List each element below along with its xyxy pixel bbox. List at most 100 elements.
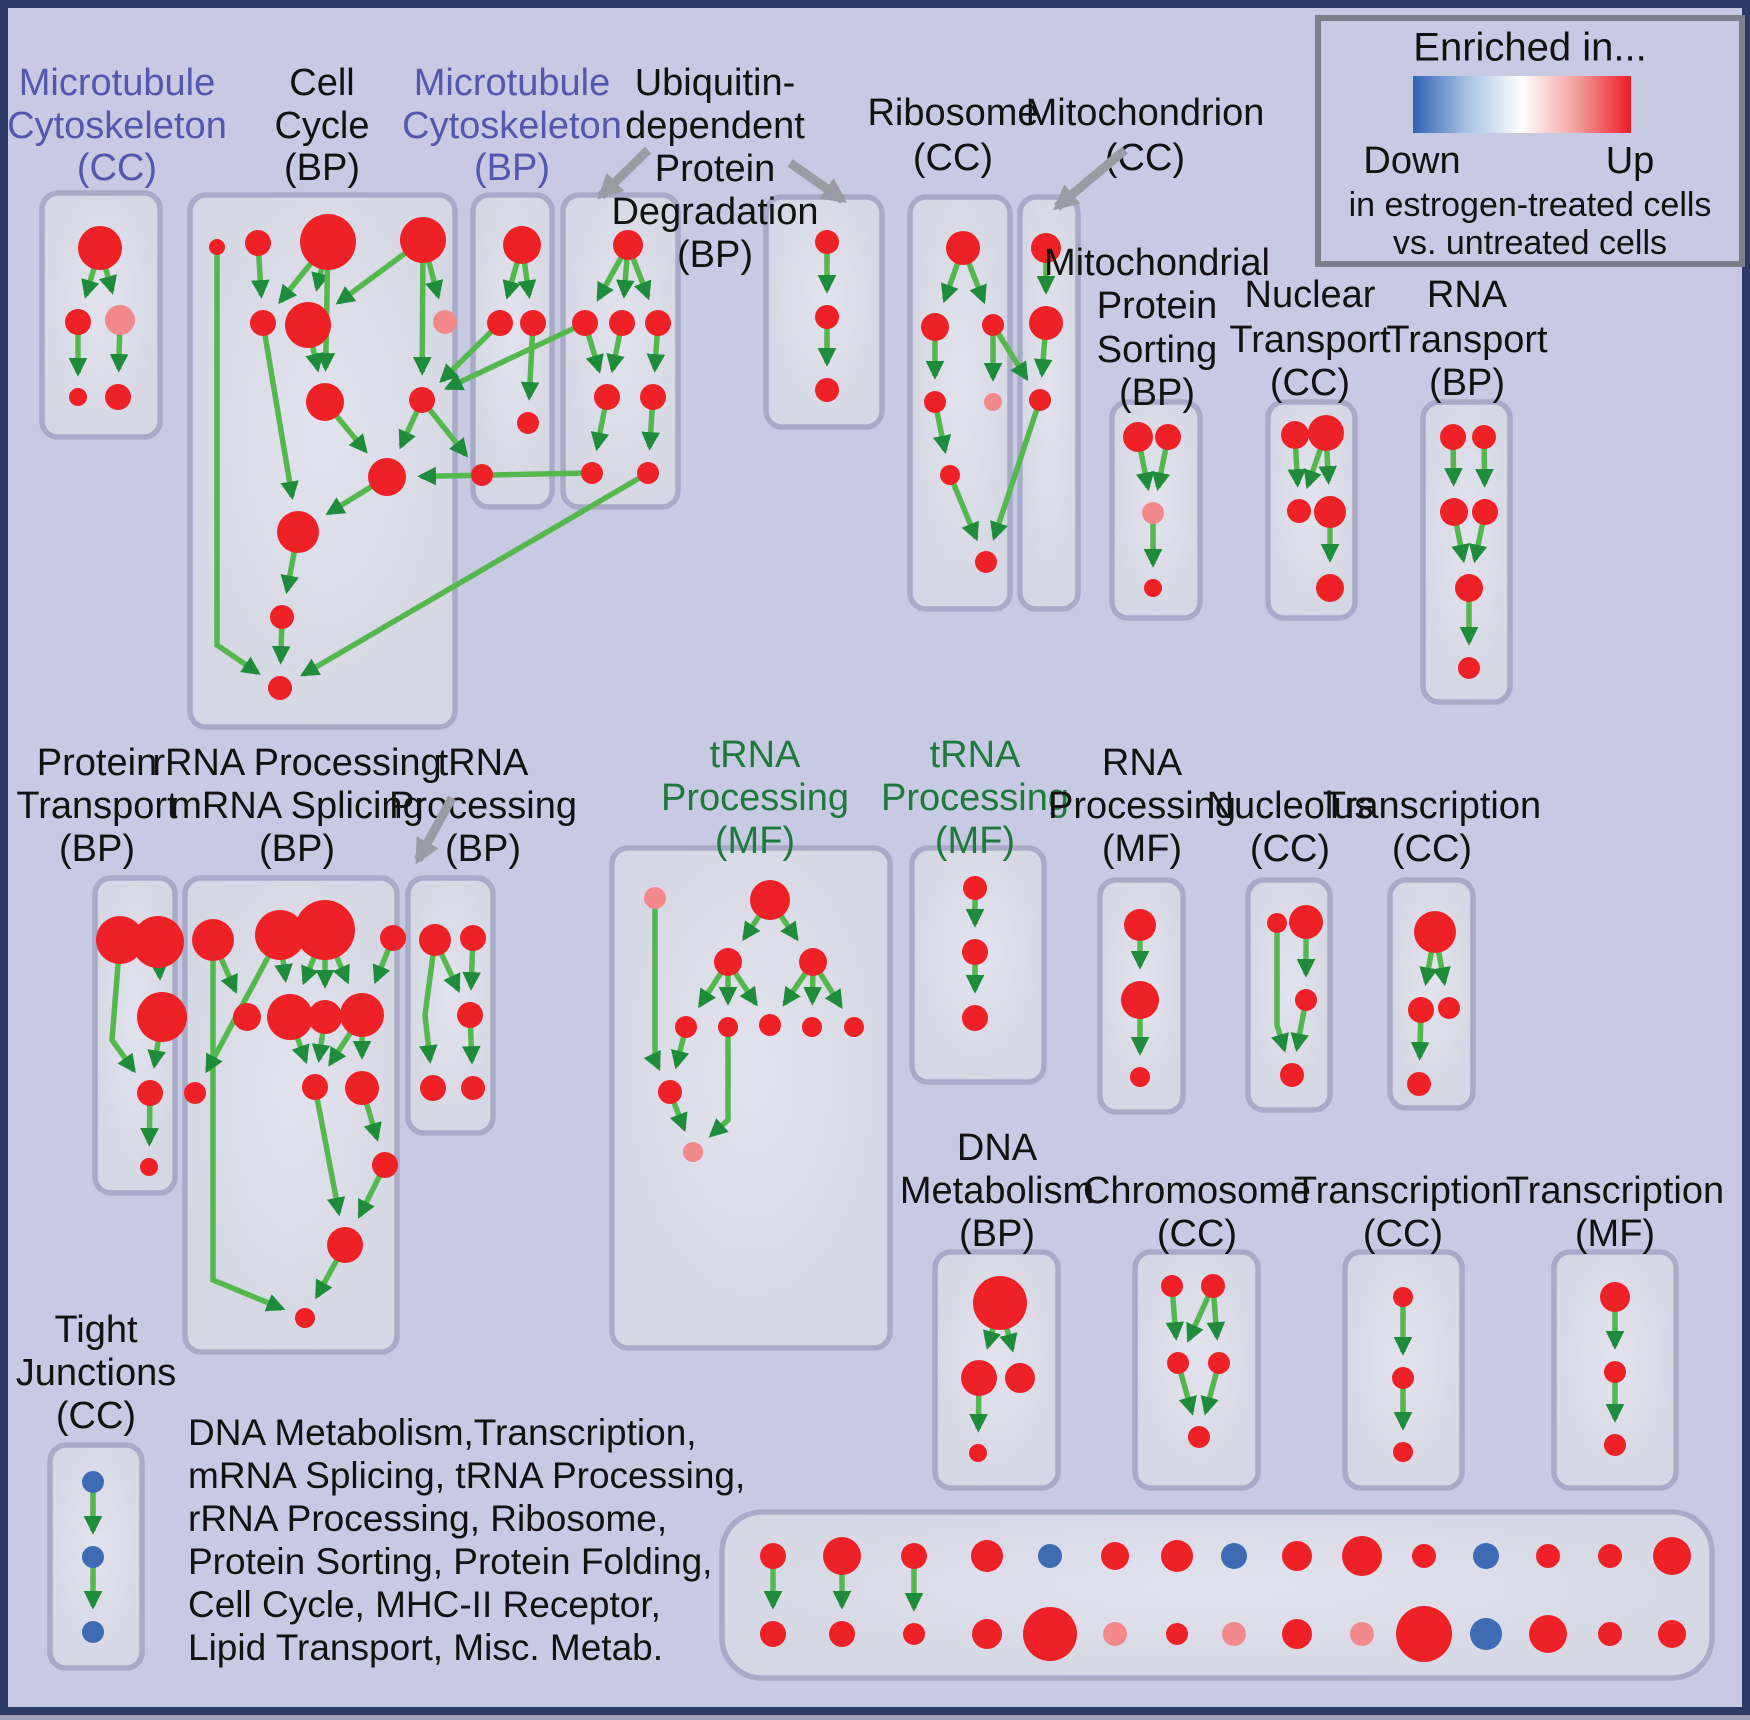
edge-mt-bp-v-w [529, 334, 532, 397]
node-transcription-cc-1-B [1407, 1072, 1431, 1096]
cluster-label-ubiq-a-line2: dependent [625, 105, 805, 147]
node-dna-metab-ML [961, 1360, 997, 1396]
node-transcription-mf-T [1600, 1282, 1630, 1312]
node-strip-col5-top [1038, 1544, 1062, 1568]
node-chromosome-B [1188, 1426, 1210, 1448]
node-strip-col2-bottom [829, 1621, 855, 1647]
node-trna-mf-1-d4 [802, 1017, 822, 1037]
cluster-label-transcription-cc-1-line2: (CC) [1392, 828, 1472, 870]
node-strip-col12-bottom [1470, 1618, 1502, 1650]
misc-note-line4: Protein Sorting, Protein Folding, [188, 1541, 712, 1582]
cluster-label-trna-bp-line2: Processing [389, 785, 577, 827]
node-strip-col4-top [971, 1540, 1003, 1572]
node-chromosome-ML [1167, 1352, 1189, 1374]
node-nucleolus-TR [1289, 905, 1323, 939]
node-strip-col3-top [901, 1543, 927, 1569]
cluster-label-mito-sort-line3: Sorting [1097, 329, 1217, 371]
misc-note-line1: DNA Metabolism,Transcription, [188, 1412, 697, 1453]
node-ubiq-a-f2 [637, 462, 659, 484]
node-strip-col2-top [823, 1537, 861, 1575]
node-ribosome-B [975, 551, 997, 573]
node-rna-transport-ML [1440, 498, 1468, 526]
node-rrna-A [192, 919, 234, 961]
edge-ubiq-a-b3-d2 [655, 334, 657, 369]
edge-cell-cycle-b-e [259, 254, 262, 295]
edge-rrna-B-F [283, 958, 286, 979]
node-strip-col9-top [1282, 1541, 1312, 1571]
cluster-label-ribosome-line2: (CC) [913, 137, 993, 179]
node-rna-transport-B [1458, 657, 1480, 679]
node-ribosome-P [984, 393, 1002, 411]
misc-note-line6: Lipid Transport, Misc. Metab. [188, 1627, 663, 1668]
node-strip-col3-bottom [903, 1623, 925, 1645]
legend-down-label: Down [1363, 140, 1460, 182]
cluster-label-trna-bp-line1: tRNA [438, 742, 529, 784]
node-trna-bp-T2 [460, 925, 486, 951]
node-dna-metab-T [973, 1276, 1027, 1330]
cluster-label-rna-transport-line3: (BP) [1429, 362, 1505, 404]
cluster-label-cell-cycle-line1: Cell [289, 62, 354, 104]
node-tight-junctions-b [82, 1546, 104, 1568]
cluster-label-nuclear-transport-line3: (CC) [1270, 362, 1350, 404]
node-trna-mf-1-P [644, 887, 666, 909]
legend-up-label: Up [1606, 140, 1655, 182]
node-ubiq-b-q [815, 305, 839, 329]
node-rrna-G [308, 1000, 342, 1034]
cluster-label-ribosome-line1: Ribosome [867, 92, 1038, 134]
node-transcription-cc-2-T [1393, 1287, 1413, 1307]
cluster-label-ubiq-a-line5: (BP) [677, 234, 753, 276]
node-ubiq-a-f1 [581, 462, 603, 484]
node-mito-sort-t1 [1123, 422, 1153, 452]
node-strip-col6-bottom [1103, 1622, 1127, 1646]
node-ribosome-L2 [924, 391, 946, 413]
cluster-label-chromosome-line2: (CC) [1157, 1213, 1237, 1255]
node-protein-transport-low [137, 1080, 163, 1106]
node-mito-sort-b [1144, 579, 1162, 597]
node-strip-col1-bottom [760, 1621, 786, 1647]
cluster-label-transcription-mf-line1: Transcription [1506, 1170, 1724, 1212]
node-trna-mf-1-B [714, 948, 742, 976]
node-trna-bp-B1 [420, 1075, 446, 1101]
node-ubiq-a-d1 [594, 384, 620, 410]
edge-trna-bp-M1-B2 [470, 1026, 471, 1061]
node-ubiq-b-p [815, 230, 839, 254]
cluster-label-trna-mf-1-line2: Processing [661, 777, 849, 819]
node-mt-cc-D [69, 388, 87, 406]
cluster-label-mito-sort-line4: (BP) [1119, 372, 1195, 414]
cluster-label-rrna-line2: mRNA Splicing [170, 785, 423, 827]
node-dna-metab-MR [1005, 1363, 1035, 1393]
node-mt-bp-v [520, 310, 546, 336]
cluster-label-mt-bp-line2: Cytoskeleton [402, 105, 622, 147]
node-trna-bp-B2 [461, 1076, 485, 1100]
cluster-label-dna-metab-line2: Metabolism [900, 1170, 1094, 1212]
node-nuclear-transport-ML [1287, 499, 1311, 523]
cluster-label-mito-sort-line2: Protein [1097, 285, 1217, 327]
node-trna-mf-1-d3 [759, 1014, 781, 1036]
cluster-label-trna-mf-1-line1: tRNA [710, 734, 801, 776]
edge-protein-transport-low-bot [149, 1104, 150, 1143]
cluster-label-nuclear-transport-line1: Nuclear [1245, 274, 1376, 316]
node-cell-cycle-d [400, 217, 446, 263]
node-ubiq-a-b2 [609, 310, 635, 336]
node-transcription-cc-1-MR [1438, 997, 1460, 1019]
node-cell-cycle-a [209, 239, 225, 255]
node-nucleolus-M [1295, 989, 1317, 1011]
node-protein-transport-t2 [132, 916, 184, 968]
node-strip-col15-bottom [1658, 1620, 1686, 1648]
node-rrna-I0 [184, 1082, 206, 1104]
cluster-label-rrna-line3: (BP) [259, 828, 335, 870]
node-cell-cycle-i [409, 387, 435, 413]
edge-trna-bp-T2-M1 [471, 949, 472, 987]
node-trna-mf-2-b [962, 939, 988, 965]
node-mt-cc-A [78, 226, 122, 270]
node-mt-cc-E [105, 384, 131, 410]
node-chromosome-MR [1208, 1352, 1230, 1374]
node-transcription-mf-M [1604, 1361, 1626, 1383]
node-rna-transport-TR [1472, 425, 1496, 449]
node-rna-transport-TL [1440, 424, 1466, 450]
node-cell-cycle-l [270, 605, 294, 629]
cluster-label-protein-transport-line3: (BP) [59, 828, 135, 870]
legend-title: Enriched in... [1413, 26, 1646, 70]
